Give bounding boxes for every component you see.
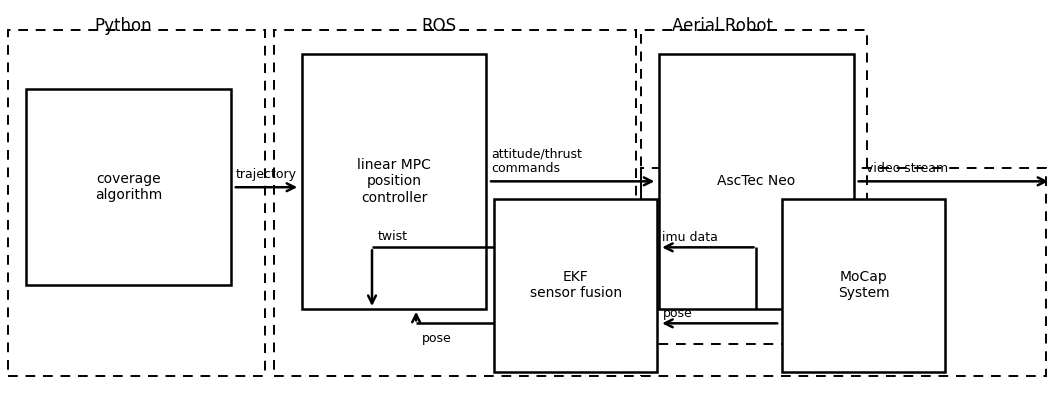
Text: MoCap
System: MoCap System [837, 270, 889, 300]
Bar [302, 54, 486, 309]
Text: trajectory: trajectory [235, 168, 297, 181]
Text: ROS: ROS [421, 16, 456, 35]
Bar [274, 30, 636, 376]
Text: attitude/thrust
commands: attitude/thrust commands [491, 147, 582, 176]
Text: pose: pose [421, 332, 451, 345]
Text: Python: Python [95, 16, 152, 35]
Text: EKF
sensor fusion: EKF sensor fusion [530, 270, 622, 300]
Text: coverage
algorithm: coverage algorithm [95, 172, 162, 202]
Text: twist: twist [377, 230, 408, 244]
Bar [641, 30, 867, 344]
Bar [659, 54, 853, 309]
Bar [494, 199, 657, 372]
Text: video stream: video stream [866, 162, 948, 176]
Text: imu data: imu data [662, 231, 718, 244]
Text: Aerial Robot: Aerial Robot [672, 16, 773, 35]
Bar [8, 30, 265, 376]
Text: linear MPC
position
controller: linear MPC position controller [357, 158, 431, 205]
Text: AscTec Neo: AscTec Neo [717, 174, 795, 188]
Bar [641, 168, 1045, 376]
Text: pose: pose [662, 307, 692, 320]
Bar [782, 199, 945, 372]
Bar [26, 89, 230, 285]
